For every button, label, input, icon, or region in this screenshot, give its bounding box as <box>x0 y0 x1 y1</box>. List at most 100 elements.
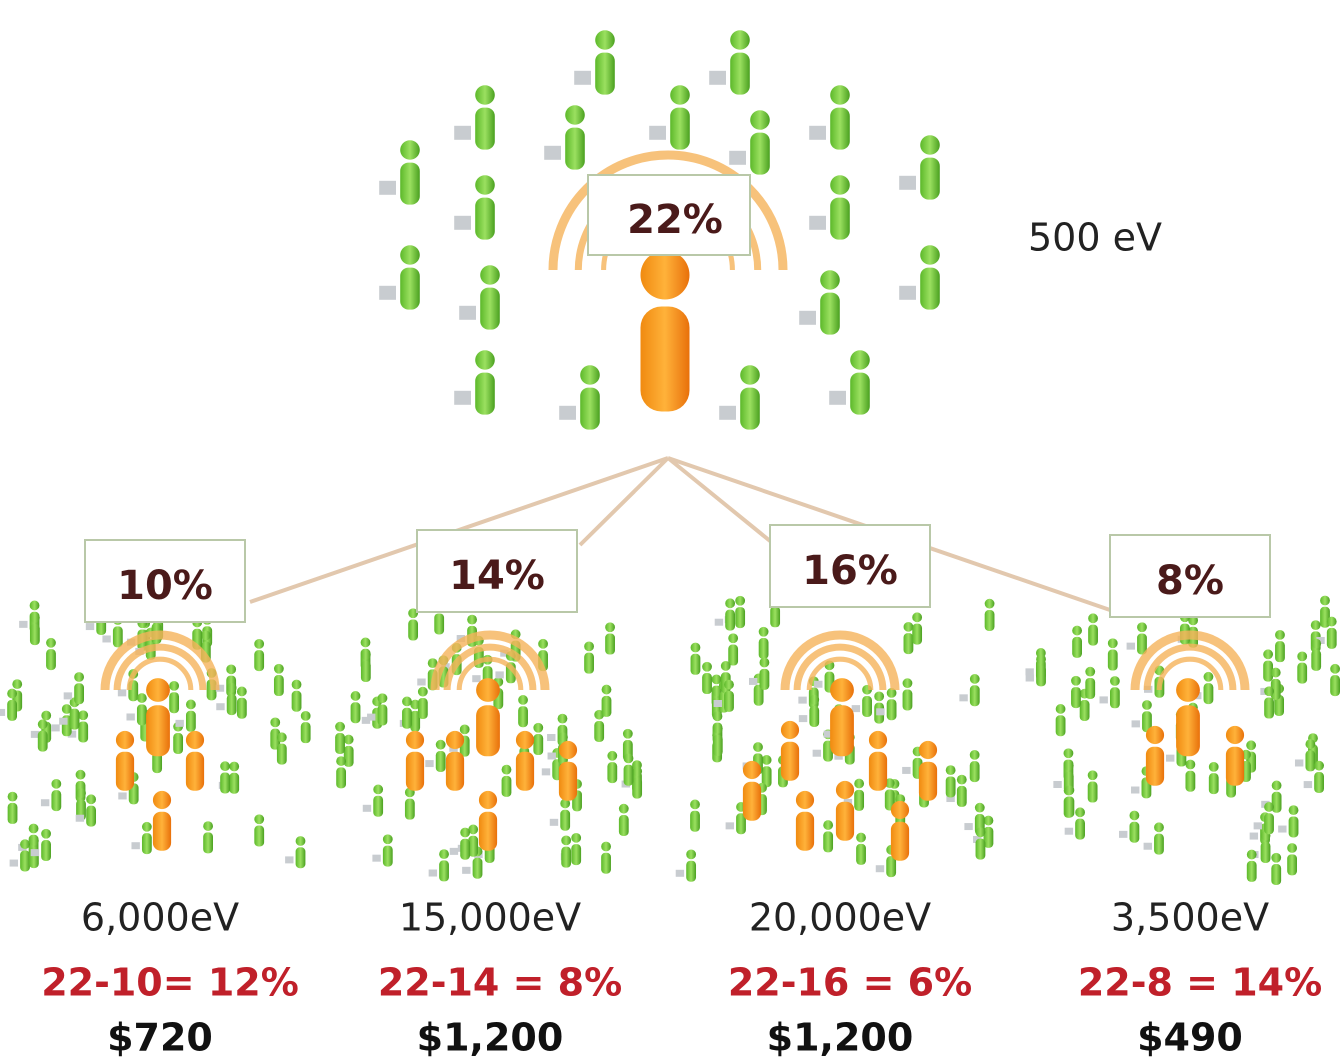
person-head <box>975 803 985 813</box>
cart <box>559 406 576 420</box>
person-head <box>460 828 470 838</box>
person-head <box>1271 853 1281 863</box>
cart <box>676 870 684 877</box>
person-head <box>418 687 428 697</box>
person-head <box>730 30 750 50</box>
person-body <box>624 765 634 786</box>
person-head <box>1320 596 1330 606</box>
cart <box>372 855 380 862</box>
person-body <box>770 606 780 627</box>
cart <box>59 718 67 725</box>
person-head <box>721 661 731 671</box>
person-head <box>759 627 769 637</box>
person-head <box>30 601 40 611</box>
person-body <box>580 388 600 430</box>
cart <box>1053 781 1061 788</box>
cart <box>809 216 826 230</box>
person-body <box>30 624 40 645</box>
person-head <box>624 753 634 763</box>
person-head <box>76 788 86 798</box>
node-payout: $1,200 <box>417 1016 564 1060</box>
person-body <box>560 810 570 831</box>
person-head <box>750 110 770 130</box>
person-body <box>373 796 383 817</box>
person-body <box>475 373 495 415</box>
person-head <box>254 814 264 824</box>
person-body <box>809 706 819 727</box>
person-body <box>670 108 690 150</box>
person-body <box>335 733 345 754</box>
person-body <box>292 691 302 712</box>
person-body <box>584 653 594 674</box>
person-body <box>8 803 18 824</box>
person-body <box>903 689 913 710</box>
cart <box>902 767 910 774</box>
person-head <box>985 599 995 609</box>
person-body <box>41 840 51 861</box>
cart <box>462 867 470 874</box>
person-body <box>571 844 581 865</box>
person-head <box>467 615 477 625</box>
cart <box>429 870 437 877</box>
person-head <box>602 685 612 695</box>
person-head <box>605 622 615 632</box>
cart <box>729 151 746 165</box>
person-head <box>912 612 922 622</box>
person-body <box>418 698 428 719</box>
person-body <box>351 702 361 723</box>
person-body <box>7 700 17 721</box>
cart <box>542 768 550 775</box>
cart <box>41 799 49 806</box>
person-head <box>753 742 763 752</box>
cart <box>964 823 972 830</box>
person-head <box>690 800 700 810</box>
person-body <box>254 650 264 671</box>
person-body <box>856 844 866 865</box>
person-body <box>1330 675 1340 696</box>
person-head <box>78 710 88 720</box>
person-body <box>724 691 734 712</box>
person-head <box>830 85 850 105</box>
person-body <box>475 108 495 150</box>
person-head <box>1056 704 1066 714</box>
person-body <box>476 705 500 756</box>
cart <box>175 720 183 727</box>
person-head <box>270 717 280 727</box>
person-body <box>869 752 887 791</box>
person-body <box>760 669 770 690</box>
cart <box>10 860 18 867</box>
person-body <box>383 846 393 867</box>
node-calc: 22-14 = 8% <box>378 961 622 1005</box>
cart <box>1254 822 1262 829</box>
person-body <box>186 752 204 791</box>
person-body <box>1085 678 1095 699</box>
person-head <box>336 756 346 766</box>
person-head <box>920 135 940 155</box>
person-body <box>405 799 415 820</box>
person-head <box>558 714 568 724</box>
person-head <box>116 731 134 749</box>
person-head <box>344 735 354 745</box>
person-body <box>220 772 230 793</box>
person-body <box>20 850 30 871</box>
person-head <box>201 630 211 640</box>
person-body <box>1071 687 1081 708</box>
cart <box>649 126 666 140</box>
cart <box>1099 696 1107 703</box>
person-body <box>74 683 84 704</box>
cart <box>544 146 561 160</box>
cart <box>814 681 822 688</box>
node-payout: $490 <box>1137 1016 1243 1060</box>
person-head <box>460 724 470 734</box>
person-head <box>850 350 870 370</box>
person-head <box>823 820 833 830</box>
person-body <box>1305 750 1315 771</box>
person-head <box>713 724 723 734</box>
person-body <box>301 722 311 743</box>
cart <box>1295 759 1303 766</box>
cart <box>459 306 476 320</box>
person-head <box>1154 822 1164 832</box>
person-head <box>691 643 701 653</box>
person-body <box>830 705 854 756</box>
person-body <box>402 708 412 729</box>
